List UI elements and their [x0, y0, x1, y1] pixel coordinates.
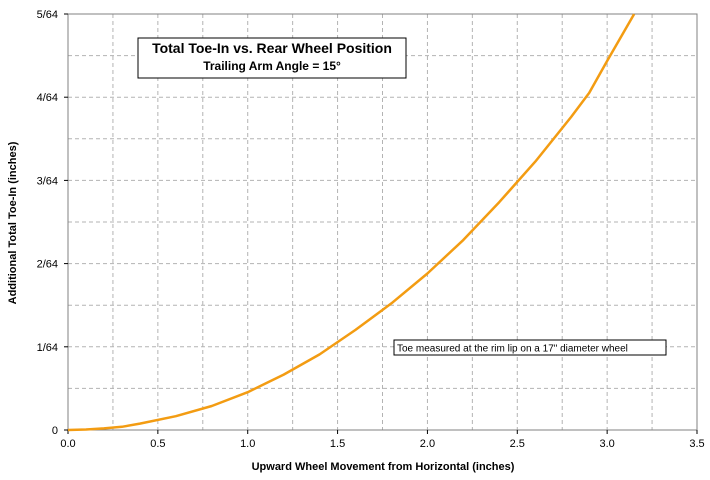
x-tick-label: 0.5	[150, 438, 165, 450]
x-tick-label: 3.5	[689, 438, 704, 450]
title-box: Total Toe-In vs. Rear Wheel Position Tra…	[137, 37, 407, 79]
x-tick-label: 2.0	[420, 438, 435, 450]
x-tick-label: 3.0	[599, 438, 614, 450]
y-tick-label: 1/64	[37, 342, 58, 354]
x-axis-ticks: 0.0 0.5 1.0 1.5 2.0 2.5 3.0 3.5	[60, 430, 705, 450]
x-axis-title: Upward Wheel Movement from Horizontal (i…	[252, 461, 515, 473]
x-tick-label: 2.5	[510, 438, 525, 450]
y-tick-label: 5/64	[37, 9, 58, 21]
annotation-text: Toe measured at the rim lip on a 17" dia…	[397, 344, 628, 355]
chart-title: Total Toe-In vs. Rear Wheel Position	[152, 40, 392, 56]
x-tick-label: 1.0	[240, 438, 255, 450]
grid-lines	[68, 14, 697, 430]
x-tick-label: 0.0	[60, 438, 75, 450]
y-tick-label: 0	[52, 425, 58, 437]
annotation-box: Toe measured at the rim lip on a 17" dia…	[393, 339, 667, 356]
y-tick-label: 2/64	[37, 259, 58, 271]
chart-subtitle: Trailing Arm Angle = 15°	[203, 59, 341, 73]
y-tick-label: 4/64	[37, 92, 58, 104]
y-axis-title: Additional Total Toe-In (inches)	[7, 141, 19, 304]
y-tick-label: 3/64	[37, 175, 58, 187]
toe-in-series-line	[67, 13, 636, 432]
plot-frame	[67, 13, 698, 431]
y-axis-ticks: 0 1/64 2/64 3/64 4/64 5/64	[37, 9, 68, 437]
x-tick-label: 1.5	[330, 438, 345, 450]
